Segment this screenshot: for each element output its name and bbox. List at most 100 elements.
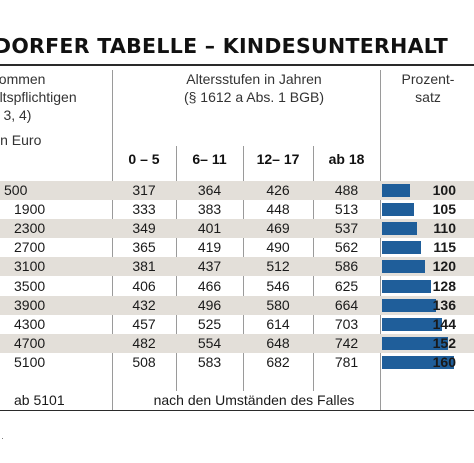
table-row: 3500 406 466 546 625 128: [0, 277, 474, 296]
income-header: nkommen haltspflichtigen m. 3, 4): [0, 70, 77, 124]
income-cell: 3900: [14, 296, 46, 313]
column-header-age-12-17: 12– 17: [256, 151, 300, 167]
income-cell: 1900: [14, 201, 46, 218]
column-header-age-6-11: 6– 11: [192, 151, 227, 167]
unit-label: in Euro: [0, 132, 42, 148]
amount-cell: 625: [334, 277, 359, 294]
age-header-line: Altersstufen in Jahren: [186, 71, 322, 87]
amount-cell: 383: [197, 201, 222, 218]
amount-cell: 580: [266, 296, 290, 313]
income-cell: 4700: [14, 334, 46, 351]
percent-cell: 120: [432, 258, 456, 275]
circumstances-note: nach den Umständen des Falles: [153, 392, 355, 408]
percent-bar: [382, 184, 410, 197]
table-row-last: ab 5101 nach den Umständen des Falles: [0, 391, 474, 410]
age-header-line: (§ 1612 a Abs. 1 BGB): [183, 89, 325, 105]
amount-cell: 537: [334, 220, 359, 237]
percent-cell: 115: [433, 239, 456, 256]
table-row: 4700 482 554 648 742 152: [0, 333, 474, 353]
amount-cell: 513: [334, 201, 359, 218]
percent-bar: [382, 203, 414, 217]
amount-cell: 508: [132, 353, 156, 370]
income-cell: 3500: [14, 277, 46, 294]
amount-cell: 364: [197, 182, 222, 198]
amount-cell: 437: [197, 258, 222, 275]
percent-cell: 152: [432, 334, 456, 351]
table-row: 2300 349 401 469 537 110: [0, 219, 474, 239]
percent-bar: [382, 317, 443, 331]
amount-cell: 406: [132, 277, 156, 294]
table-row: 3900 432 496 580 664 136: [0, 295, 474, 315]
column-header-age-18-plus: ab 18: [328, 151, 365, 167]
top-rule: [0, 64, 474, 66]
age-header: Altersstufen in Jahren (§ 1612 a Abs. 1 …: [128, 70, 380, 106]
percent-bar: [382, 336, 449, 350]
amount-cell: 496: [197, 296, 222, 313]
income-header-line: haltspflichtigen: [0, 89, 77, 105]
amount-cell: 583: [197, 353, 222, 370]
amount-cell: 448: [266, 201, 290, 218]
bottom-rule: [0, 410, 474, 411]
amount-cell: 682: [266, 353, 290, 370]
amount-cell: 401: [197, 220, 222, 237]
amount-cell: 490: [266, 239, 290, 256]
percent-bar: [382, 222, 418, 236]
amount-cell: 614: [266, 315, 290, 332]
amount-cell: 488: [334, 182, 359, 198]
amount-cell: 457: [132, 315, 156, 332]
income-cell: 5100: [14, 353, 46, 370]
percent-header-line: satz: [415, 89, 441, 105]
amount-cell: 525: [197, 315, 222, 332]
amount-cell: 703: [334, 315, 359, 332]
amount-cell: 512: [266, 258, 290, 275]
amount-cell: 554: [197, 334, 222, 351]
percent-bar: [382, 298, 437, 312]
amount-cell: 648: [266, 334, 290, 351]
income-cell: 500: [4, 182, 28, 198]
amount-cell: 349: [132, 220, 156, 237]
amount-cell: 664: [334, 296, 359, 313]
income-cell: ab 5101: [14, 392, 65, 408]
income-header-line: nkommen: [0, 71, 46, 87]
percent-bar: [382, 355, 454, 369]
table-row: 2700 365 419 490 562 115: [0, 238, 474, 257]
footnote-mark: ·: [1, 433, 4, 443]
percent-header-line: Prozent-: [401, 71, 455, 87]
percent-bar: [382, 260, 425, 274]
amount-cell: 742: [334, 334, 359, 351]
table-row: 4300 457 525 614 703 144: [0, 315, 474, 334]
percent-bar: [382, 241, 421, 255]
income-header-line: m. 3, 4): [0, 107, 32, 123]
column-divider: [380, 70, 381, 410]
table-row: 1900 333 383 448 513 105: [0, 200, 474, 219]
table-row: 3100 381 437 512 586 120: [0, 257, 474, 277]
percent-cell: 110: [433, 220, 456, 237]
column-divider: [112, 70, 113, 410]
amount-cell: 546: [266, 277, 290, 294]
percent-cell: 105: [432, 201, 456, 218]
amount-cell: 482: [132, 334, 156, 351]
income-cell: 3100: [14, 258, 46, 275]
amount-cell: 586: [334, 258, 359, 275]
income-cell: 2300: [14, 220, 46, 237]
percent-header: Prozent- satz: [382, 70, 474, 106]
percent-cell: 100: [432, 182, 456, 198]
percent-cell: 136: [432, 296, 456, 313]
income-cell: 4300: [14, 315, 46, 332]
amount-cell: 781: [334, 353, 359, 370]
amount-cell: 381: [132, 258, 156, 275]
column-header-age-0-5: 0 – 5: [128, 151, 160, 167]
amount-cell: 466: [197, 277, 222, 294]
percent-bar: [382, 279, 431, 293]
amount-cell: 469: [266, 220, 290, 237]
amount-cell: 426: [266, 182, 290, 198]
percent-cell: 160: [432, 353, 456, 370]
amount-cell: 432: [132, 296, 156, 313]
amount-cell: 419: [197, 239, 222, 256]
income-cell: 2700: [14, 239, 46, 256]
amount-cell: 562: [334, 239, 359, 256]
table-row: 5100 508 583 682 781 160: [0, 353, 474, 372]
amount-cell: 365: [132, 239, 156, 256]
amount-cell: 333: [132, 201, 156, 218]
table-row: 500 317 364 426 488 100: [0, 181, 474, 200]
